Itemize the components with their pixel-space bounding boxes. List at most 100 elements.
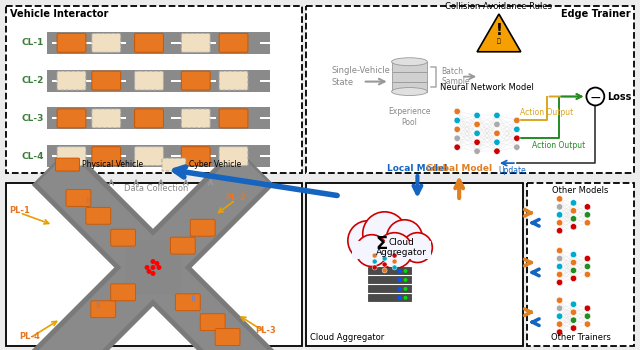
Circle shape bbox=[150, 265, 156, 270]
Circle shape bbox=[474, 121, 480, 127]
FancyBboxPatch shape bbox=[57, 147, 86, 166]
FancyBboxPatch shape bbox=[134, 71, 163, 90]
Circle shape bbox=[514, 144, 520, 150]
Bar bbox=[111, 117, 126, 119]
Circle shape bbox=[570, 309, 577, 315]
Ellipse shape bbox=[392, 58, 428, 66]
Circle shape bbox=[392, 259, 397, 264]
Text: Action Output: Action Output bbox=[532, 141, 585, 150]
FancyBboxPatch shape bbox=[134, 109, 163, 128]
Bar bbox=[230, 155, 246, 157]
Bar bbox=[52, 117, 67, 119]
Text: Other Models: Other Models bbox=[552, 186, 609, 195]
Bar bbox=[81, 117, 97, 119]
Bar bbox=[392, 72, 428, 82]
Polygon shape bbox=[37, 152, 269, 350]
Circle shape bbox=[570, 301, 577, 307]
Circle shape bbox=[454, 117, 460, 124]
Circle shape bbox=[494, 112, 500, 119]
Polygon shape bbox=[477, 14, 521, 52]
Bar bbox=[527, 183, 634, 346]
Text: Cyber Vehicle: Cyber Vehicle bbox=[189, 160, 241, 169]
Text: Data Collection: Data Collection bbox=[124, 184, 188, 194]
Circle shape bbox=[570, 317, 577, 323]
Text: !: ! bbox=[495, 23, 502, 38]
Bar bbox=[368, 267, 412, 274]
Text: Batch
Sample: Batch Sample bbox=[441, 67, 470, 86]
Circle shape bbox=[584, 204, 591, 210]
Circle shape bbox=[348, 221, 388, 260]
Text: CL-2: CL-2 bbox=[21, 76, 44, 85]
Text: Collision Avoidance Rules: Collision Avoidance Rules bbox=[445, 2, 552, 11]
Circle shape bbox=[397, 278, 401, 282]
Text: PL-3: PL-3 bbox=[255, 326, 276, 335]
Bar bbox=[111, 155, 126, 157]
Text: Edge Trainer: Edge Trainer bbox=[561, 9, 630, 19]
FancyBboxPatch shape bbox=[111, 284, 136, 301]
Bar bbox=[47, 70, 270, 92]
FancyBboxPatch shape bbox=[134, 147, 163, 166]
Circle shape bbox=[584, 263, 591, 270]
Bar bbox=[52, 79, 67, 82]
Circle shape bbox=[584, 212, 591, 218]
FancyBboxPatch shape bbox=[91, 301, 116, 318]
Polygon shape bbox=[32, 146, 275, 350]
Circle shape bbox=[570, 267, 577, 274]
FancyBboxPatch shape bbox=[215, 329, 240, 345]
Circle shape bbox=[403, 269, 408, 273]
Circle shape bbox=[556, 297, 563, 303]
Bar bbox=[47, 145, 270, 167]
Circle shape bbox=[556, 247, 563, 254]
Circle shape bbox=[514, 135, 520, 141]
Text: )): )) bbox=[190, 294, 195, 301]
FancyBboxPatch shape bbox=[162, 158, 186, 171]
Bar bbox=[201, 42, 216, 44]
Circle shape bbox=[150, 259, 156, 264]
Text: Physical Vehicle: Physical Vehicle bbox=[83, 160, 143, 169]
Bar bbox=[171, 42, 186, 44]
Circle shape bbox=[584, 256, 591, 262]
FancyBboxPatch shape bbox=[219, 33, 248, 52]
Bar bbox=[81, 155, 97, 157]
Circle shape bbox=[584, 305, 591, 312]
Circle shape bbox=[556, 279, 563, 286]
Bar bbox=[141, 117, 156, 119]
Circle shape bbox=[494, 130, 500, 136]
Circle shape bbox=[570, 259, 577, 266]
Text: −: − bbox=[589, 91, 601, 105]
Circle shape bbox=[556, 271, 563, 278]
Text: 🚗: 🚗 bbox=[497, 38, 501, 44]
FancyBboxPatch shape bbox=[57, 109, 86, 128]
FancyBboxPatch shape bbox=[175, 294, 200, 311]
Bar bbox=[260, 42, 275, 44]
FancyBboxPatch shape bbox=[190, 219, 215, 236]
Bar bbox=[201, 79, 216, 82]
Bar bbox=[111, 79, 126, 82]
FancyBboxPatch shape bbox=[181, 109, 210, 128]
Bar bbox=[52, 155, 67, 157]
Circle shape bbox=[556, 219, 563, 226]
Bar bbox=[352, 241, 431, 259]
Circle shape bbox=[454, 144, 460, 150]
Bar bbox=[81, 42, 97, 44]
Polygon shape bbox=[32, 146, 275, 350]
Circle shape bbox=[570, 216, 577, 222]
FancyBboxPatch shape bbox=[111, 229, 136, 246]
Bar bbox=[141, 42, 156, 44]
Bar bbox=[6, 183, 302, 346]
Circle shape bbox=[584, 321, 591, 327]
Circle shape bbox=[556, 256, 563, 262]
Bar bbox=[47, 107, 270, 129]
Bar bbox=[6, 6, 302, 173]
Circle shape bbox=[570, 275, 577, 282]
FancyBboxPatch shape bbox=[92, 109, 121, 128]
Circle shape bbox=[584, 313, 591, 320]
Text: Update: Update bbox=[498, 166, 525, 175]
Polygon shape bbox=[37, 152, 269, 350]
FancyBboxPatch shape bbox=[181, 33, 210, 52]
Circle shape bbox=[397, 296, 401, 300]
Circle shape bbox=[570, 208, 577, 214]
Circle shape bbox=[570, 224, 577, 230]
Bar bbox=[230, 117, 246, 119]
Circle shape bbox=[403, 296, 408, 300]
